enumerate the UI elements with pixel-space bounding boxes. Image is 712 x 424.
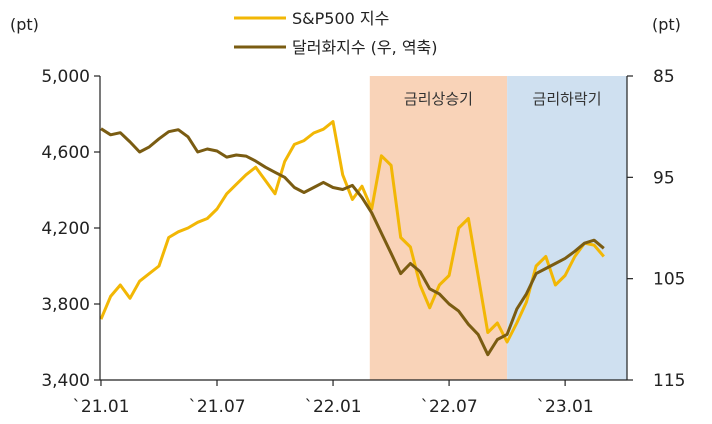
right-tick-label: 85 (653, 67, 675, 87)
legend-label-dollar-index: 달러화지수 (우, 역축) (292, 38, 438, 57)
x-tick-label: `22.07 (420, 397, 477, 417)
band-label-0: 금리상승기 (404, 90, 473, 108)
x-tick-label: `21.07 (188, 397, 245, 417)
right-tick-label: 115 (653, 371, 685, 391)
series-line-0 (99, 120, 605, 344)
x-tick-label: `22.01 (304, 397, 361, 417)
x-tick-label: `23.01 (537, 397, 594, 417)
right-axis-ticks: 85 95 105 115 (627, 67, 685, 391)
left-tick-label: 4,200 (41, 219, 90, 239)
x-axis-ticks: `21.01 `21.07 `22.01 `22.07 `23.01 (72, 380, 594, 417)
left-tick-label: 5,000 (41, 67, 90, 87)
left-tick-label: 4,600 (41, 143, 90, 163)
x-tick-label: `21.01 (72, 397, 129, 417)
right-tick-label: 95 (653, 168, 675, 188)
series-lines (99, 120, 605, 357)
rate-period-bands (369, 76, 627, 380)
left-tick-label: 3,800 (41, 295, 90, 315)
band-label-1: 금리하락기 (533, 90, 602, 108)
left-axis-ticks: 3,400 3,800 4,200 4,600 5,000 (41, 67, 100, 391)
rate-period-labels: 금리상승기 금리하락기 (404, 90, 602, 108)
legend: S&P500 지수 달러화지수 (우, 역축) (234, 9, 438, 57)
left-tick-label: 3,400 (41, 371, 90, 391)
band-1 (507, 76, 627, 380)
right-axis-unit: (pt) (652, 15, 681, 34)
series-line-1 (100, 127, 605, 357)
left-axis-unit: (pt) (10, 15, 39, 34)
legend-label-sp500: S&P500 지수 (292, 9, 389, 28)
right-tick-label: 105 (653, 270, 685, 290)
band-0 (369, 76, 508, 380)
